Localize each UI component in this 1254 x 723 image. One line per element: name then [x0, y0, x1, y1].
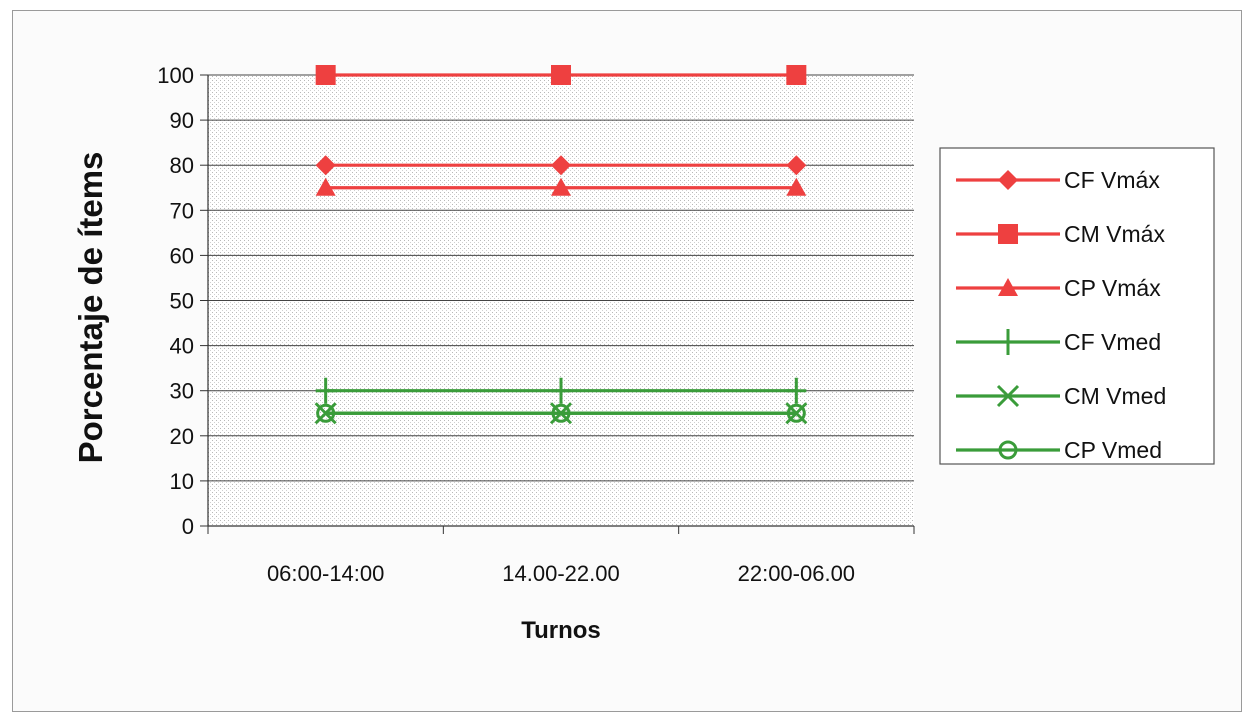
diamond-marker — [551, 155, 571, 176]
square-marker — [998, 224, 1018, 244]
y-tick-label: 0 — [182, 514, 194, 539]
x-tick-label: 14.00-22.00 — [502, 561, 619, 586]
plus-marker — [315, 377, 336, 404]
y-tick-label: 40 — [170, 334, 194, 359]
legend-label: CP Vmáx — [1064, 275, 1161, 301]
diamond-marker — [998, 170, 1018, 190]
plus-marker — [998, 329, 1018, 355]
triangle-marker — [551, 177, 571, 196]
series-cp-vm-x — [315, 177, 807, 196]
y-tick-label: 80 — [170, 153, 194, 178]
square-marker — [551, 65, 571, 85]
x-tick-label: 06:00-14:00 — [267, 561, 384, 586]
diamond-marker — [786, 155, 807, 176]
legend-box — [939, 147, 1215, 465]
y-axis-title: Porcentaje de ítems — [72, 152, 109, 464]
x-axis-title: Turnos — [521, 617, 601, 644]
circle-marker — [786, 403, 806, 423]
legend-label: CF Vmed — [1064, 329, 1161, 355]
triangle-marker — [998, 278, 1018, 296]
x-tick-label: 22:00-06.00 — [738, 561, 855, 586]
y-tick-label: 100 — [157, 63, 194, 88]
y-tick-label: 50 — [170, 289, 194, 314]
triangle-marker — [786, 177, 807, 196]
y-tick-label: 60 — [170, 243, 194, 268]
y-tick-label: 30 — [170, 379, 194, 404]
legend-item: CM Vmed — [956, 383, 1166, 409]
plus-marker — [551, 377, 571, 404]
legend-item: CM Vmáx — [956, 221, 1165, 247]
legend-item: CP Vmed — [956, 437, 1162, 463]
y-tick-label: 90 — [170, 108, 194, 133]
series-cf-vm-x — [315, 155, 807, 176]
legend-label: CM Vmed — [1064, 383, 1166, 409]
circle-marker — [998, 440, 1018, 460]
plus-marker — [786, 377, 807, 404]
legend-label: CF Vmáx — [1064, 167, 1160, 193]
x-marker — [996, 384, 1020, 408]
series-cp-vmed — [316, 403, 806, 423]
legend-label: CM Vmáx — [1064, 221, 1165, 247]
square-marker — [786, 65, 807, 85]
y-tick-label: 20 — [170, 424, 194, 449]
square-marker — [315, 65, 336, 85]
circle-marker — [551, 403, 571, 423]
legend: CF Vmáx CM Vmáx CP Vmáx CF Vmed CM Vmed CP Vm… — [939, 147, 1215, 465]
y-tick-label: 10 — [170, 469, 194, 494]
legend-item: CF Vmed — [956, 329, 1161, 355]
diamond-marker — [315, 155, 336, 176]
legend-item: CF Vmáx — [956, 167, 1160, 193]
series-cm-vm-x — [315, 65, 807, 85]
legend-item: CP Vmáx — [956, 275, 1161, 301]
circle-marker — [316, 403, 336, 423]
series-cf-vmed — [315, 377, 807, 404]
legend-label: CP Vmed — [1064, 437, 1162, 463]
y-tick-label: 70 — [170, 198, 194, 223]
triangle-marker — [315, 177, 336, 196]
